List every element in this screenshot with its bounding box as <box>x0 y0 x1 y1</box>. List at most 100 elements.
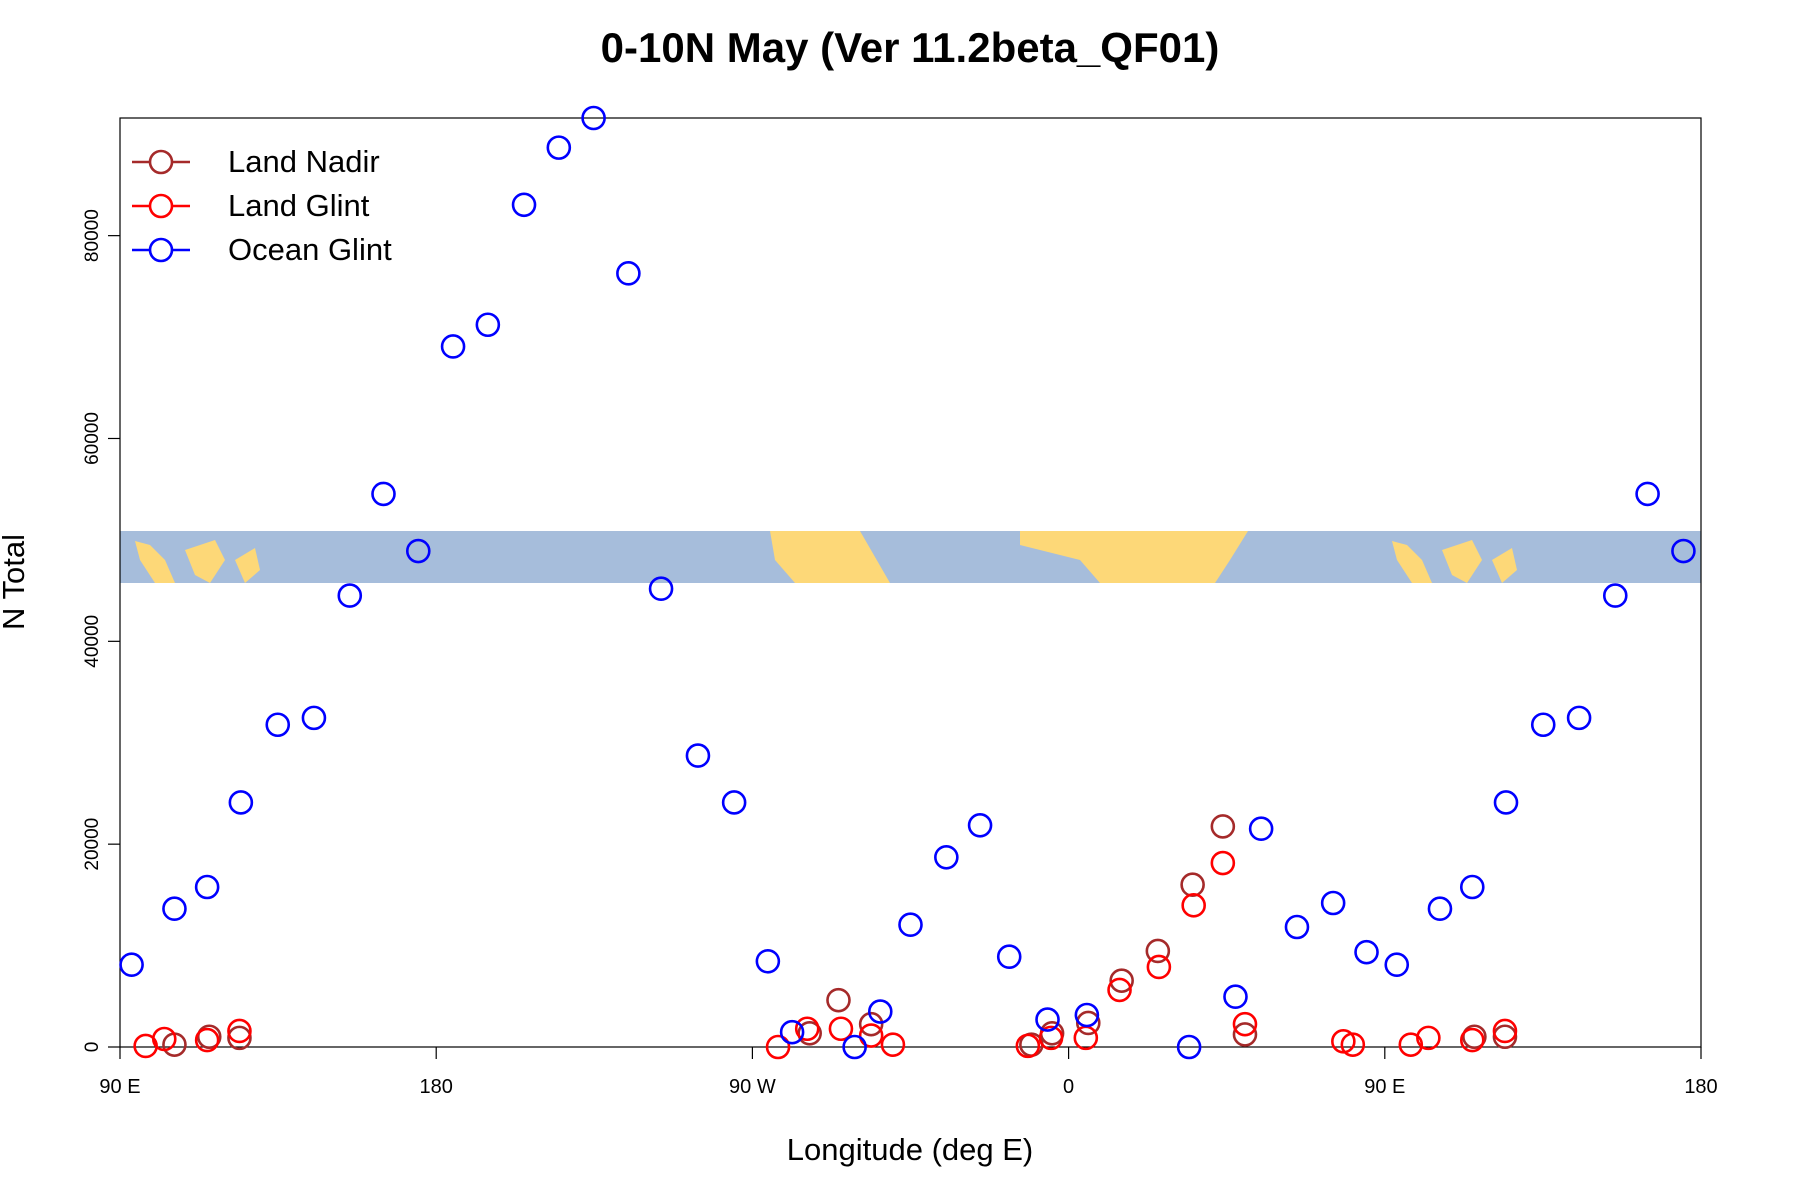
y-axis-label: N Total <box>0 534 31 630</box>
point <box>337 583 363 608</box>
point <box>194 874 220 900</box>
point <box>1384 952 1410 978</box>
point <box>371 481 396 507</box>
point <box>1284 914 1310 940</box>
point <box>1459 1027 1485 1053</box>
point <box>511 192 537 218</box>
y-tick-label: 0 <box>82 1042 103 1053</box>
point <box>1107 977 1132 1003</box>
point <box>858 1011 884 1037</box>
point <box>1176 1034 1202 1060</box>
point <box>685 743 711 768</box>
point <box>934 844 959 870</box>
point <box>1210 850 1236 876</box>
point <box>779 1019 805 1045</box>
point <box>616 261 641 286</box>
y-tick-label: 40000 <box>82 615 103 668</box>
point <box>1530 712 1556 738</box>
point <box>194 1027 220 1053</box>
point <box>1145 938 1171 964</box>
map-ocean <box>120 531 1701 583</box>
point <box>1635 481 1660 507</box>
point <box>1340 1032 1366 1057</box>
point <box>867 999 893 1024</box>
point <box>265 712 291 738</box>
point <box>301 705 327 731</box>
point <box>1459 874 1485 900</box>
point <box>1493 790 1519 815</box>
x-tick-label: 180 <box>1684 1076 1717 1098</box>
map-strip <box>120 531 1701 583</box>
point <box>858 1023 884 1048</box>
legend-marker <box>148 149 174 175</box>
point <box>162 896 187 922</box>
point <box>1210 814 1236 839</box>
point <box>1671 538 1696 564</box>
point <box>1073 1025 1099 1051</box>
point <box>797 1021 822 1046</box>
point <box>1427 896 1453 922</box>
point <box>151 1026 177 1052</box>
map-land <box>135 531 1517 583</box>
point <box>755 948 781 974</box>
point <box>546 135 572 160</box>
point <box>1074 1002 1100 1028</box>
legend-label: Land Nadir <box>228 144 380 179</box>
point <box>1320 890 1346 916</box>
y-tick-label: 60000 <box>82 412 103 465</box>
point <box>227 1025 252 1051</box>
point <box>648 576 674 602</box>
x-tick-label: 90 E <box>1364 1076 1405 1098</box>
point <box>1015 1033 1041 1059</box>
point <box>828 1016 854 1042</box>
point <box>1180 872 1205 898</box>
legend-label: Land Glint <box>228 188 370 223</box>
point <box>475 312 501 338</box>
point <box>1492 1024 1518 1050</box>
point <box>1232 1022 1258 1047</box>
point <box>1462 1024 1487 1050</box>
x-axis-label: Longitude (deg E) <box>787 1132 1033 1167</box>
point <box>119 952 144 978</box>
point <box>228 790 254 815</box>
y-tick-label: 20000 <box>82 818 103 871</box>
point <box>794 1016 820 1042</box>
point <box>898 912 923 938</box>
point <box>1223 984 1248 1010</box>
point <box>967 812 993 838</box>
point <box>1566 705 1592 731</box>
plot-frame <box>119 117 1702 1048</box>
point <box>880 1032 906 1057</box>
point <box>1248 816 1274 842</box>
point <box>227 1018 252 1044</box>
point <box>1035 1007 1060 1032</box>
point <box>581 105 606 131</box>
point <box>765 1034 791 1060</box>
x-tick-label: 90 E <box>99 1076 140 1098</box>
point <box>842 1034 867 1060</box>
point <box>440 334 466 359</box>
point <box>1146 954 1172 980</box>
point <box>196 1024 222 1050</box>
legend-marker <box>148 193 174 219</box>
point <box>405 538 431 564</box>
point <box>1354 939 1379 965</box>
point <box>1038 1025 1064 1051</box>
legend-marker <box>148 237 174 263</box>
point <box>1075 1010 1101 1036</box>
x-tick-label: 0 <box>1063 1076 1074 1098</box>
point <box>721 790 747 815</box>
y-tick-label: 80000 <box>82 209 103 262</box>
x-tick-label: 90 W <box>729 1076 776 1098</box>
point <box>1109 968 1134 993</box>
x-tick-label: 180 <box>420 1076 453 1098</box>
point <box>1492 1018 1518 1044</box>
point <box>1398 1032 1424 1057</box>
point <box>1181 893 1206 918</box>
point <box>996 944 1022 970</box>
point <box>1602 583 1628 608</box>
point <box>826 987 851 1013</box>
point <box>1416 1025 1441 1051</box>
